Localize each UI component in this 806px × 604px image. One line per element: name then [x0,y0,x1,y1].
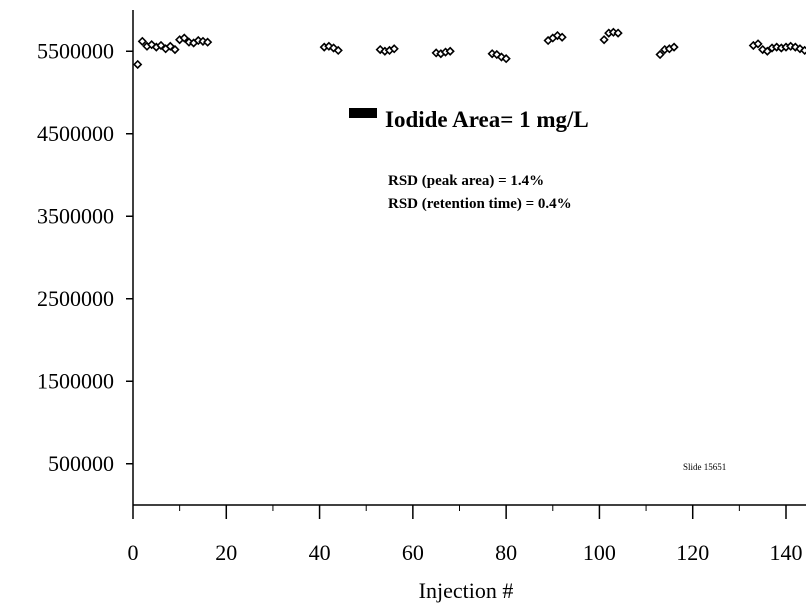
data-points [133,27,806,70]
y-tick-label: 2500000 [37,286,114,311]
axes [132,10,806,506]
x-tick-label: 140 [770,540,803,565]
slide-id-label: Slide 15651 [683,462,726,472]
data-point [333,45,343,56]
data-point [445,46,455,56]
y-tick-label: 4500000 [37,121,114,146]
y-tick-label: 500000 [48,451,114,476]
y-tick-label: 5500000 [37,38,114,63]
x-axis-title: Injection # [419,578,514,603]
x-tick-label: 120 [676,540,709,565]
x-tick-label: 60 [402,540,424,565]
x-axis-ticks: 0 20 40 60 80 100 120 140 [128,505,803,565]
y-tick-label: 1500000 [37,368,114,393]
data-point [133,59,143,70]
y-tick-label: 3500000 [37,203,114,228]
x-tick-label: 100 [583,540,616,565]
data-point [800,45,806,56]
x-tick-label: 20 [215,540,237,565]
data-point [501,54,511,64]
legend-swatch [349,108,377,118]
data-point [170,44,180,55]
data-point [669,42,679,52]
x-tick-label: 40 [309,540,331,565]
data-point [137,36,147,46]
x-tick-label: 80 [495,540,517,565]
x-tick-label: 0 [128,540,139,565]
data-point [179,33,189,43]
data-point [655,49,665,60]
data-point [613,28,623,38]
data-point [202,37,213,47]
rsd-peak-area-annotation: RSD (peak area) = 1.4% [388,173,544,189]
data-point [599,35,609,45]
data-point [753,39,763,49]
data-point [557,32,567,42]
data-point [389,44,399,54]
y-axis-ticks: 500000 1500000 2500000 3500000 4500000 550000… [37,38,133,476]
legend-label: Iodide Area= 1 mg/L [385,107,589,132]
rsd-retention-time-annotation: RSD (retention time) = 0.4% [388,196,572,212]
